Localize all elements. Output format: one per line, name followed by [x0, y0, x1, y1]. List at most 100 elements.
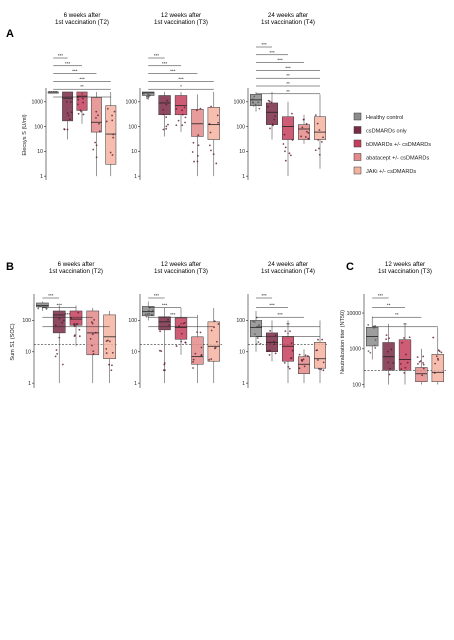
box-iqr — [297, 124, 311, 140]
box-3 — [191, 314, 204, 384]
data-point — [316, 349, 319, 351]
data-point — [199, 331, 202, 334]
legend-label: JAKi +/- csDMARDs — [366, 169, 416, 175]
data-point — [54, 355, 57, 358]
significance-label: *** — [154, 293, 160, 298]
data-point — [81, 97, 84, 100]
data-point — [288, 152, 291, 155]
legend-label: bDMARDs +/- csDMARDs — [366, 142, 431, 148]
data-point — [184, 121, 186, 124]
data-point — [95, 116, 97, 119]
data-point — [199, 107, 202, 110]
data-point — [45, 308, 48, 310]
box-iqr — [415, 367, 428, 382]
data-point — [69, 101, 72, 103]
box-0 — [142, 91, 155, 100]
data-point — [390, 348, 393, 351]
data-point — [184, 116, 187, 119]
data-point — [200, 353, 203, 356]
data-point — [251, 101, 254, 104]
y-tick-label: 100 — [352, 382, 361, 388]
box-iqr — [207, 107, 220, 140]
box-1 — [265, 91, 279, 140]
data-point — [55, 349, 58, 351]
data-point — [214, 346, 217, 349]
legend-swatch — [353, 153, 362, 161]
data-point — [257, 104, 260, 107]
data-point — [194, 352, 197, 355]
box-4 — [207, 307, 220, 384]
box-iqr — [398, 339, 412, 371]
data-point — [111, 351, 114, 354]
data-point — [374, 325, 377, 327]
data-point — [73, 323, 75, 326]
data-point — [367, 324, 370, 326]
data-point — [282, 143, 285, 145]
data-point — [302, 118, 305, 121]
chart-title: 6 weeks after 1st vaccination (T2) — [49, 261, 103, 275]
data-point — [408, 336, 411, 339]
data-point — [56, 353, 59, 355]
box-iqr — [431, 354, 444, 382]
data-point — [318, 129, 321, 131]
box-1 — [158, 307, 171, 384]
data-point — [147, 309, 150, 312]
box-4 — [313, 94, 327, 169]
box-0 — [142, 301, 155, 321]
data-point — [314, 114, 317, 116]
y-tick-label: 1 — [134, 174, 137, 180]
legend: Healthy control csDMARDs only bDMARDs +/- … — [353, 112, 431, 175]
data-point — [269, 127, 271, 130]
data-point — [195, 109, 198, 112]
data-point — [417, 363, 419, 365]
data-point — [79, 109, 82, 112]
data-point — [273, 118, 276, 121]
significance-label: * — [81, 92, 83, 97]
data-point — [182, 322, 185, 325]
data-point — [37, 306, 40, 308]
box-iqr — [62, 91, 74, 122]
significance-label: ** — [286, 322, 290, 327]
data-point — [421, 374, 424, 377]
data-point — [385, 334, 388, 337]
box-iqr — [313, 342, 327, 369]
data-point — [94, 141, 97, 144]
data-point — [422, 355, 425, 358]
data-point — [268, 349, 271, 352]
data-point — [77, 96, 79, 99]
data-point — [181, 113, 184, 116]
data-point — [69, 118, 71, 121]
data-point — [192, 367, 194, 369]
box-3 — [191, 94, 204, 177]
box-1 — [382, 323, 395, 385]
legend-label: csDMARDs only — [366, 129, 407, 135]
data-point — [270, 101, 273, 104]
y-tick-label: 10 — [131, 149, 137, 155]
data-point — [213, 320, 216, 323]
data-point — [252, 320, 255, 323]
data-point — [146, 96, 148, 98]
data-point — [112, 133, 115, 136]
data-point — [404, 366, 407, 369]
data-point — [91, 333, 94, 336]
data-point — [111, 119, 114, 122]
data-point — [298, 353, 301, 356]
data-point — [317, 359, 319, 361]
data-point — [168, 324, 171, 327]
legend-label: Healthy control — [366, 115, 403, 121]
data-point — [159, 330, 161, 333]
significance-label: *** — [269, 303, 275, 308]
data-point — [162, 128, 165, 131]
data-point — [373, 344, 376, 347]
data-point — [253, 95, 256, 98]
data-point — [287, 365, 290, 368]
significance-label: ** — [395, 312, 399, 317]
data-point — [111, 154, 114, 156]
data-point — [254, 103, 257, 106]
box-1 — [158, 91, 171, 137]
data-point — [210, 358, 213, 360]
box-3 — [86, 307, 100, 384]
data-point — [197, 144, 200, 147]
data-point — [105, 352, 108, 354]
